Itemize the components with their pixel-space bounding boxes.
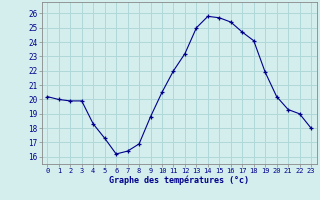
X-axis label: Graphe des températures (°c): Graphe des températures (°c) (109, 176, 249, 185)
